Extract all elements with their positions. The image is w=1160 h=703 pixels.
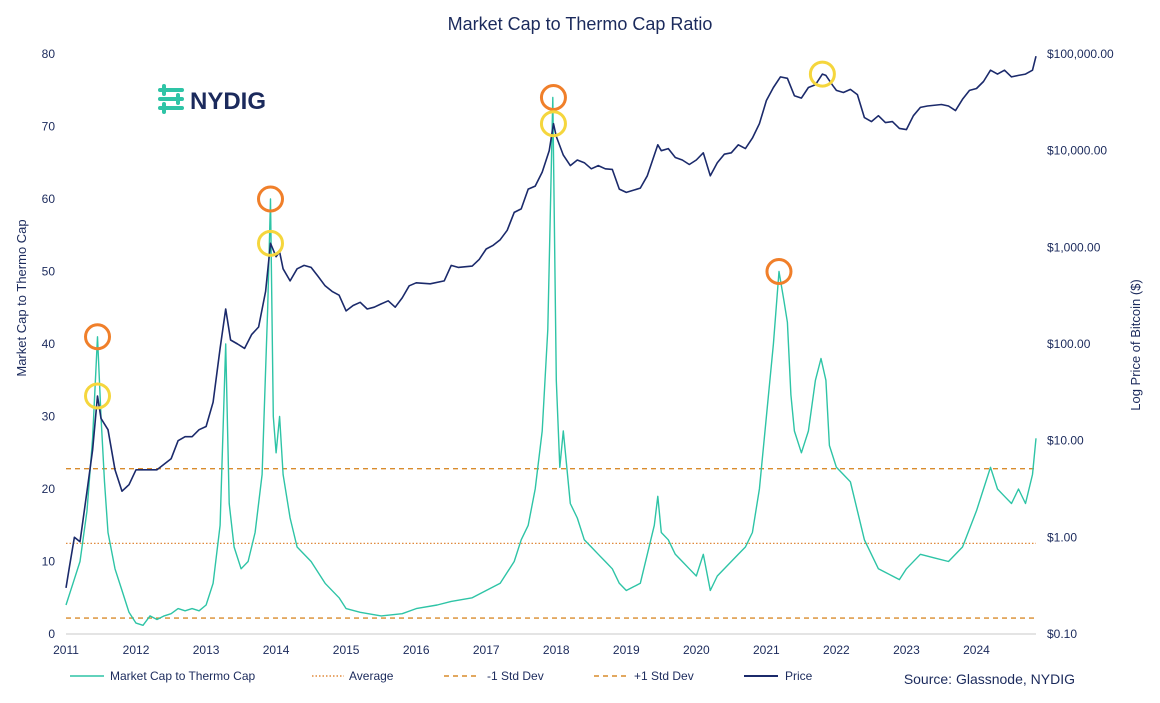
- x-tick-label: 2024: [963, 643, 990, 657]
- y-right-tick-label: $100,000.00: [1047, 47, 1114, 61]
- y-right-tick-label: $10,000.00: [1047, 144, 1107, 158]
- y-left-axis-label: Market Cap to Thermo Cap: [14, 219, 29, 376]
- y-left-tick-label: 10: [42, 555, 56, 569]
- legend-item-average: Average: [312, 669, 394, 683]
- legend-item-plus-std: +1 Std Dev: [594, 669, 694, 683]
- y-right-tick-label: $0.10: [1047, 627, 1077, 641]
- x-tick-label: 2020: [683, 643, 710, 657]
- ratio-peak-circle: [539, 84, 567, 111]
- y-left-tick-label: 60: [42, 192, 56, 206]
- chart-title: Market Cap to Thermo Cap Ratio: [448, 14, 713, 34]
- price-peak-circle: [257, 229, 285, 257]
- x-tick-label: 2013: [193, 643, 220, 657]
- x-tick-label: 2022: [823, 643, 850, 657]
- legend-label-price: Price: [785, 669, 813, 683]
- legend-item-price: Price: [744, 669, 813, 683]
- x-tick-label: 2015: [333, 643, 360, 657]
- y-left-tick-label: 0: [48, 627, 55, 641]
- y-left-tick-label: 40: [42, 337, 56, 351]
- y-left-tick-label: 30: [42, 410, 56, 424]
- logo-icon: [158, 84, 184, 114]
- legend-label-average: Average: [349, 669, 394, 683]
- y-right-tick-label: $1.00: [1047, 530, 1077, 544]
- reference-lines: [66, 468, 1036, 619]
- x-tick-label: 2016: [403, 643, 430, 657]
- y-right-ticks: $0.10 $1.00 $10.00 $100.00 $1,000.00 $10,000.…: [1047, 47, 1114, 641]
- price-peak-circle: [808, 60, 836, 88]
- y-right-tick-label: $10.00: [1047, 434, 1084, 448]
- x-tick-label: 2017: [473, 643, 500, 657]
- series-layer: [65, 56, 1037, 626]
- price-peak-circle: [84, 382, 112, 410]
- legend-label-minus-std: -1 Std Dev: [487, 669, 544, 683]
- y-right-axis-label: Log Price of Bitcoin ($): [1128, 279, 1143, 411]
- ratio-line: [65, 96, 1037, 626]
- y-left-tick-label: 20: [42, 482, 56, 496]
- y-left-tick-label: 50: [42, 265, 56, 279]
- x-tick-label: 2014: [263, 643, 290, 657]
- x-tick-label: 2021: [753, 643, 780, 657]
- x-tick-label: 2019: [613, 643, 640, 657]
- x-tick-label: 2012: [123, 643, 150, 657]
- highlight-circles: [84, 60, 836, 410]
- ratio-peak-circle: [84, 323, 112, 351]
- y-right-tick-label: $100.00: [1047, 337, 1091, 351]
- x-tick-label: 2023: [893, 643, 920, 657]
- y-left-tick-label: 80: [42, 47, 56, 61]
- price-peak-circle: [539, 110, 567, 138]
- legend-item-minus-std: -1 Std Dev: [444, 669, 544, 683]
- ratio-peak-circle: [257, 185, 285, 213]
- price-line: [65, 56, 1037, 589]
- legend-label-ratio: Market Cap to Thermo Cap: [110, 669, 255, 683]
- x-tick-label: 2011: [53, 643, 79, 657]
- ratio-peak-circle: [765, 258, 793, 285]
- legend-label-plus-std: +1 Std Dev: [634, 669, 694, 683]
- nydig-logo: NYDIG: [158, 84, 266, 115]
- logo-text: NYDIG: [190, 88, 266, 115]
- x-tick-label: 2018: [543, 643, 570, 657]
- y-right-tick-label: $1,000.00: [1047, 240, 1101, 254]
- y-left-tick-label: 70: [42, 120, 56, 134]
- source-note: Source: Glassnode, NYDIG: [904, 671, 1075, 687]
- legend-item-ratio: Market Cap to Thermo Cap: [70, 669, 255, 683]
- x-ticks: 2011 2012 2013 2014 2015 2016 2017 2018 2019 2020…: [53, 643, 990, 657]
- y-left-ticks: 0 10 20 30 40 50 60 70 80: [42, 47, 56, 641]
- legend: Market Cap to Thermo Cap Average -1 Std …: [70, 669, 813, 683]
